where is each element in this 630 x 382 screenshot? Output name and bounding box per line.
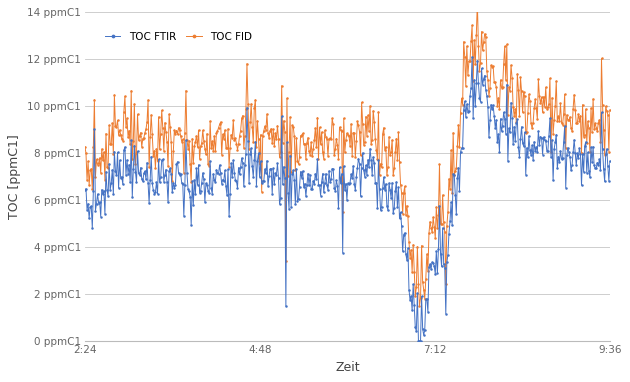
Line: TOC FID: TOC FID — [84, 1, 611, 307]
TOC FTIR — [468, 55, 476, 59]
TOC FID — [513, 72, 521, 76]
TOC FTIR — [513, 117, 521, 122]
TOC FTIR — [595, 157, 603, 162]
TOC FTIR — [334, 183, 341, 188]
TOC FID — [474, 0, 481, 5]
TOC FID — [81, 144, 89, 149]
TOC FID — [365, 129, 373, 134]
TOC FTIR — [331, 186, 338, 191]
TOC FID — [394, 157, 401, 162]
TOC FID — [595, 118, 603, 122]
X-axis label: Zeit: Zeit — [335, 361, 360, 374]
TOC FID — [416, 303, 423, 308]
TOC FTIR — [81, 188, 89, 192]
Legend: TOC FTIR, TOC FID: TOC FTIR, TOC FID — [101, 28, 256, 46]
TOC FTIR — [606, 159, 614, 163]
TOC FTIR — [365, 165, 373, 170]
Y-axis label: TOC [ppmC1]: TOC [ppmC1] — [8, 134, 21, 219]
TOC FID — [331, 153, 338, 157]
TOC FID — [334, 143, 341, 147]
TOC FID — [606, 108, 614, 112]
Line: TOC FTIR: TOC FTIR — [84, 56, 611, 342]
TOC FTIR — [415, 339, 422, 343]
TOC FTIR — [394, 205, 401, 210]
